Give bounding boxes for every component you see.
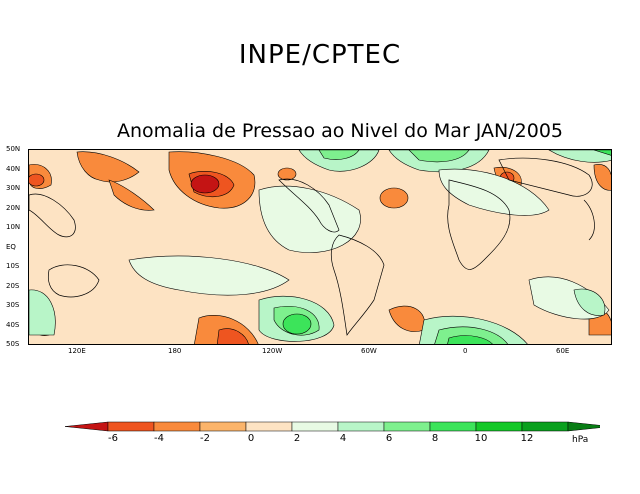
legend-label: 2 <box>293 433 301 444</box>
legend-label: 8 <box>431 433 439 444</box>
legend-swatch <box>429 421 477 432</box>
legend-swatch <box>337 421 385 432</box>
legend-colorbar <box>64 421 612 432</box>
legend-swatch <box>521 421 569 432</box>
lon-label: 0 <box>463 347 468 355</box>
map-canvas <box>29 150 611 344</box>
color-legend: -6 -4 -2 0 2 4 6 8 10 12 hPa <box>60 418 612 468</box>
positive-anomalies <box>29 150 611 344</box>
header-title: INPE/CPTEC <box>238 40 402 70</box>
legend-label: 6 <box>385 433 393 444</box>
lat-label: 30S <box>6 301 20 309</box>
legend-swatch <box>567 421 612 432</box>
legend-label: 4 <box>339 433 347 444</box>
lat-label: 40S <box>6 321 20 329</box>
legend-swatch <box>107 421 155 432</box>
legend-label: -4 <box>154 433 164 444</box>
legend-swatch <box>153 421 201 432</box>
legend-swatch <box>245 421 293 432</box>
lat-label: 10N <box>6 223 21 231</box>
legend-label: 10 <box>474 433 488 444</box>
lat-label: 20N <box>6 204 21 212</box>
legend-unit: hPa <box>572 435 589 445</box>
negative-anomalies <box>29 151 611 344</box>
lat-label: 50S <box>6 340 20 348</box>
lon-label: 120E <box>68 347 86 355</box>
legend-label: -6 <box>108 433 118 444</box>
lon-label: 180 <box>168 347 182 355</box>
legend-label: 12 <box>520 433 534 444</box>
lat-label: 40N <box>6 165 21 173</box>
legend-label: -2 <box>200 433 210 444</box>
coastlines <box>29 157 595 336</box>
map-title: Anomalia de Pressao ao Nivel do Mar JAN/… <box>116 120 564 142</box>
legend-swatch <box>383 421 431 432</box>
legend-swatch <box>291 421 339 432</box>
legend-label: 0 <box>247 433 255 444</box>
lat-label: EQ <box>6 243 16 251</box>
lat-label: 10S <box>6 262 20 270</box>
lon-label: 120W <box>262 347 283 355</box>
legend-swatch <box>475 421 523 432</box>
lon-label: 60W <box>361 347 377 355</box>
lat-label: 30N <box>6 184 21 192</box>
pressure-anomaly-map <box>28 149 612 345</box>
legend-swatch <box>64 421 109 432</box>
legend-swatch <box>199 421 247 432</box>
lat-label: 50N <box>6 145 21 153</box>
lat-label: 20S <box>6 282 20 290</box>
lon-label: 60E <box>556 347 570 355</box>
